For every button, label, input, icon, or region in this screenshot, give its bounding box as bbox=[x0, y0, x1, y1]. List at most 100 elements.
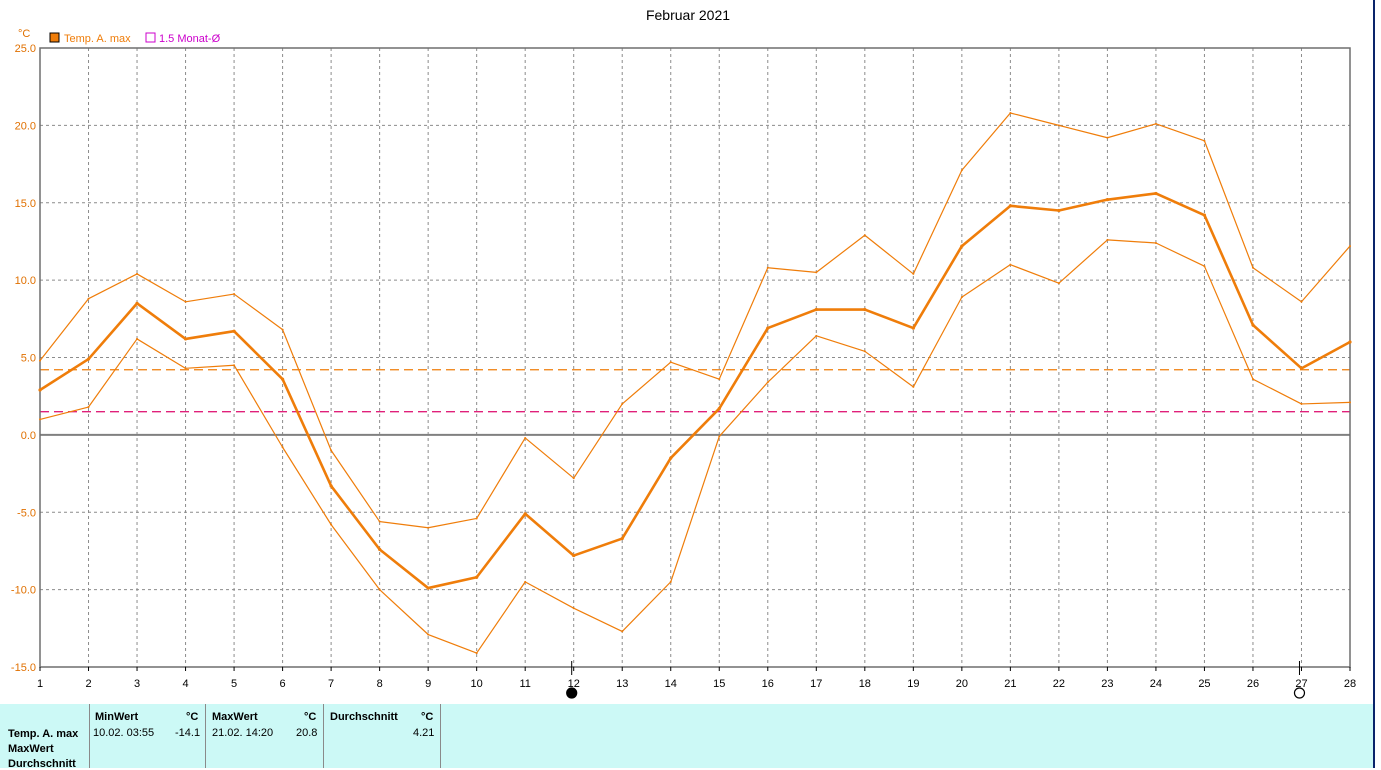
min-unit: °C bbox=[186, 711, 199, 723]
data-point-mean bbox=[86, 357, 91, 361]
data-point-mean bbox=[620, 536, 624, 541]
divider bbox=[440, 704, 441, 768]
avg-unit: °C bbox=[421, 711, 434, 723]
data-point-lower bbox=[1057, 282, 1060, 285]
y-tick-label: 0.0 bbox=[21, 430, 36, 442]
data-point-mean bbox=[135, 301, 139, 305]
x-tick-label: 9 bbox=[425, 678, 431, 690]
x-tick-label: 14 bbox=[665, 678, 677, 690]
divider bbox=[323, 704, 324, 768]
data-point-upper bbox=[87, 297, 90, 300]
min-datetime: 10.02. 03:55 bbox=[93, 727, 155, 739]
data-point-lower bbox=[572, 607, 575, 610]
avg-value: 4.21 bbox=[413, 727, 435, 739]
data-point-lower bbox=[87, 406, 90, 409]
x-tick-label: 27 bbox=[1295, 678, 1307, 690]
legend-swatch-temp bbox=[49, 32, 60, 43]
max-header: MaxWert bbox=[212, 711, 258, 723]
max-value: 20.8 bbox=[296, 727, 318, 739]
y-tick-label: -5.0 bbox=[17, 507, 36, 519]
x-tick-label: 11 bbox=[519, 678, 530, 690]
series-line-mean bbox=[39, 192, 1351, 590]
series-line-upper bbox=[39, 112, 1351, 529]
row-label-avg: Durchschnitt bbox=[8, 758, 76, 770]
min-value: -14.1 bbox=[175, 727, 201, 739]
legend-label-temp: Temp. A. max bbox=[64, 33, 131, 45]
data-point-lower bbox=[1106, 238, 1109, 241]
data-point-mean bbox=[38, 388, 42, 392]
y-tick-label: 5.0 bbox=[21, 353, 36, 365]
x-tick-label: 17 bbox=[810, 678, 822, 690]
y-tick-label: 10.0 bbox=[15, 275, 36, 287]
data-point-lower bbox=[427, 633, 430, 636]
data-point-lower bbox=[1300, 402, 1303, 405]
x-tick-label: 12 bbox=[568, 678, 580, 690]
data-point-upper bbox=[863, 234, 866, 237]
data-point-lower bbox=[378, 588, 381, 591]
legend-label-monthly: 1.5 Monat-Ø bbox=[159, 33, 221, 45]
chart-title: Februar 2021 bbox=[646, 7, 730, 23]
max-unit: °C bbox=[304, 711, 317, 723]
data-point-mean bbox=[475, 575, 479, 579]
data-point-upper bbox=[572, 477, 575, 480]
data-point-lower bbox=[330, 523, 333, 526]
data-point-upper bbox=[1009, 111, 1012, 114]
y-tick-label: 15.0 bbox=[15, 198, 36, 210]
data-point-mean bbox=[1105, 198, 1110, 202]
data-point-lower bbox=[669, 580, 672, 583]
legend-swatch-monthly bbox=[145, 32, 156, 43]
x-tick-label: 24 bbox=[1150, 678, 1162, 690]
data-point-lower bbox=[1009, 263, 1012, 266]
new-moon-icon bbox=[566, 687, 578, 699]
full-moon-icon bbox=[1293, 687, 1306, 699]
x-tick-label: 13 bbox=[616, 678, 628, 690]
data-point-lower bbox=[281, 446, 284, 449]
data-point-mean bbox=[669, 456, 673, 460]
x-tick-label: 22 bbox=[1053, 678, 1065, 690]
window-edge bbox=[1373, 0, 1381, 768]
x-tick-label: 26 bbox=[1247, 678, 1259, 690]
data-point-mean bbox=[863, 307, 867, 312]
data-point-mean bbox=[1299, 366, 1304, 370]
data-point-mean bbox=[572, 553, 576, 558]
avg-header: Durchschnitt bbox=[330, 711, 398, 723]
data-point-upper bbox=[621, 402, 624, 405]
plot-frame bbox=[39, 47, 1351, 668]
data-point-mean bbox=[329, 484, 333, 488]
y-tick-label: 20.0 bbox=[15, 120, 36, 132]
x-tick-label: 8 bbox=[377, 678, 383, 690]
data-point-mean bbox=[717, 406, 721, 411]
data-point-lower bbox=[475, 652, 478, 655]
data-point-mean bbox=[378, 547, 382, 551]
x-tick-label: 23 bbox=[1101, 678, 1113, 690]
data-point-lower bbox=[718, 435, 721, 438]
data-point-upper bbox=[136, 272, 139, 275]
min-header: MinWert bbox=[95, 711, 139, 723]
data-point-lower bbox=[863, 350, 866, 353]
x-tick-label: 10 bbox=[471, 678, 483, 690]
data-point-upper bbox=[1300, 300, 1303, 303]
statistics-panel: Temp. A. max MaxWert Durchschnitt MinWer… bbox=[0, 704, 1373, 770]
x-tick-label: 5 bbox=[231, 678, 237, 690]
data-point-upper bbox=[330, 449, 333, 452]
data-point-lower bbox=[960, 296, 963, 299]
x-tick-label: 2 bbox=[85, 678, 91, 690]
series-line-lower bbox=[39, 239, 1351, 654]
data-point-lower bbox=[184, 367, 187, 370]
data-point-lower bbox=[1154, 241, 1157, 244]
data-point-mean bbox=[426, 586, 430, 590]
data-point-upper bbox=[815, 271, 818, 274]
data-point-upper bbox=[1203, 139, 1206, 142]
data-point-lower bbox=[912, 385, 915, 388]
max-datetime: 21.02. 14:20 bbox=[212, 727, 274, 739]
y-axis-unit: °C bbox=[18, 28, 30, 40]
data-point-mean bbox=[814, 307, 818, 312]
x-tick-label: 3 bbox=[134, 678, 140, 690]
data-point-mean bbox=[523, 512, 527, 516]
data-point-upper bbox=[281, 328, 284, 331]
data-point-mean bbox=[911, 326, 915, 330]
x-tick-label: 7 bbox=[328, 678, 334, 690]
data-point-upper bbox=[1251, 266, 1254, 269]
data-point-mean bbox=[1154, 191, 1158, 196]
data-point-upper bbox=[378, 520, 381, 523]
